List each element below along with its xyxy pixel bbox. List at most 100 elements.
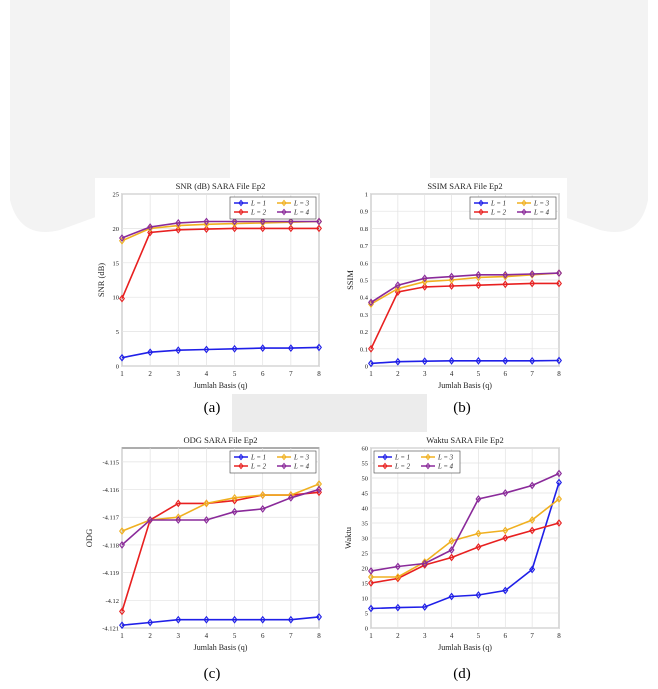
data-point xyxy=(529,565,536,574)
x-tick-label: 6 xyxy=(261,370,265,378)
x-tick-label: 1 xyxy=(369,370,373,378)
chart-title: SNR (dB) SARA File Ep2 xyxy=(176,181,266,191)
y-tick-label: -4.118 xyxy=(102,542,119,549)
data-point xyxy=(259,224,266,233)
series-line xyxy=(121,346,320,359)
data-point xyxy=(231,615,238,624)
series-line xyxy=(370,472,560,572)
y-tick-label: -4.121 xyxy=(102,626,119,633)
x-tick-label: 7 xyxy=(289,632,293,640)
legend: L = 1 L = 2 L = 3 L = 4 xyxy=(229,450,317,474)
x-tick-label: 5 xyxy=(477,632,481,640)
data-point xyxy=(475,281,482,290)
x-tick-label: 4 xyxy=(205,370,209,378)
y-tick-label: 40 xyxy=(362,506,369,513)
data-point xyxy=(529,270,536,278)
x-tick-label: 4 xyxy=(450,632,454,640)
y-tick-label: 55 xyxy=(362,461,369,468)
y-axis-label: Waktu xyxy=(343,526,353,549)
legend-label: L = 4 xyxy=(533,210,550,217)
x-tick-label: 8 xyxy=(317,370,321,378)
series-line xyxy=(370,282,559,350)
data-point xyxy=(147,228,154,237)
watermark-shape-left xyxy=(10,0,230,232)
plot-area xyxy=(121,447,320,629)
data-point xyxy=(119,607,125,616)
data-point xyxy=(556,469,562,478)
data-point xyxy=(394,288,401,296)
legend-marker xyxy=(521,208,527,216)
legend: L = 1 L = 2 L = 3 L = 4 xyxy=(373,450,461,474)
series-line xyxy=(121,220,320,242)
y-tick-label: 30 xyxy=(362,536,369,543)
y-tick-label: 20 xyxy=(362,566,369,573)
x-tick-label: 6 xyxy=(504,370,508,378)
data-point xyxy=(287,615,294,624)
data-point xyxy=(175,615,182,624)
legend-label: L = 2 xyxy=(490,210,507,217)
data-point xyxy=(556,478,562,487)
data-point xyxy=(394,284,401,293)
data-point xyxy=(175,218,182,227)
y-axis-label: SNR (dB) xyxy=(96,263,106,297)
data-point xyxy=(529,526,536,535)
data-point xyxy=(502,489,509,497)
x-tick-label: 7 xyxy=(530,632,534,640)
y-tick-label: 5 xyxy=(365,611,368,618)
data-point xyxy=(475,543,482,551)
data-point xyxy=(231,224,238,233)
legend-marker xyxy=(425,453,431,461)
legend-label: L = 3 xyxy=(533,201,550,208)
data-point xyxy=(316,613,322,621)
legend-marker xyxy=(238,208,244,216)
data-point xyxy=(147,516,154,524)
data-point xyxy=(316,217,322,226)
legend-label: L = 2 xyxy=(394,464,411,471)
data-point xyxy=(259,615,266,624)
y-tick-label: 50 xyxy=(362,476,369,483)
data-point xyxy=(287,224,294,233)
y-tick-label: 0.1 xyxy=(360,346,368,353)
data-point xyxy=(203,516,210,524)
legend-marker xyxy=(478,208,484,216)
data-point xyxy=(175,516,182,524)
data-point xyxy=(231,344,238,353)
data-point xyxy=(475,591,482,599)
series-line xyxy=(370,272,560,304)
data-point xyxy=(556,495,562,503)
series-line xyxy=(370,482,560,610)
data-point xyxy=(448,553,455,562)
data-point xyxy=(448,276,455,284)
y-tick-label: -4.115 xyxy=(102,459,119,466)
data-point xyxy=(147,618,154,627)
data-point xyxy=(421,603,428,611)
y-tick-label: 0.9 xyxy=(360,209,368,216)
y-tick-label: 0 xyxy=(365,626,368,633)
x-tick-label: 5 xyxy=(233,370,237,378)
x-tick-label: 2 xyxy=(396,370,400,378)
data-point xyxy=(119,621,125,630)
data-point xyxy=(316,224,322,233)
y-tick-label: 25 xyxy=(362,551,369,558)
legend: L = 1 L = 2 L = 3 L = 4 xyxy=(469,196,557,220)
data-point xyxy=(502,270,509,279)
y-tick-label: -4.119 xyxy=(102,570,119,577)
data-point xyxy=(175,499,182,508)
x-tick-label: 6 xyxy=(504,632,508,640)
legend-marker xyxy=(281,199,287,207)
y-tick-label: 0.8 xyxy=(360,226,368,233)
y-axis-label: SSIM xyxy=(345,270,355,290)
x-tick-label: 1 xyxy=(120,370,124,378)
chart-title: Waktu SARA File Ep2 xyxy=(426,435,503,445)
y-tick-label: 10 xyxy=(113,295,120,302)
x-tick-label: 3 xyxy=(423,370,427,378)
legend-label: L = 2 xyxy=(250,464,267,471)
caption-b: (b) xyxy=(453,400,471,416)
data-point xyxy=(448,546,455,554)
data-point xyxy=(529,481,536,490)
x-tick-label: 5 xyxy=(233,632,237,640)
legend-label: L = 1 xyxy=(394,455,410,462)
x-tick-label: 3 xyxy=(177,632,181,640)
series-line xyxy=(121,616,320,626)
y-tick-label: 60 xyxy=(362,446,369,453)
